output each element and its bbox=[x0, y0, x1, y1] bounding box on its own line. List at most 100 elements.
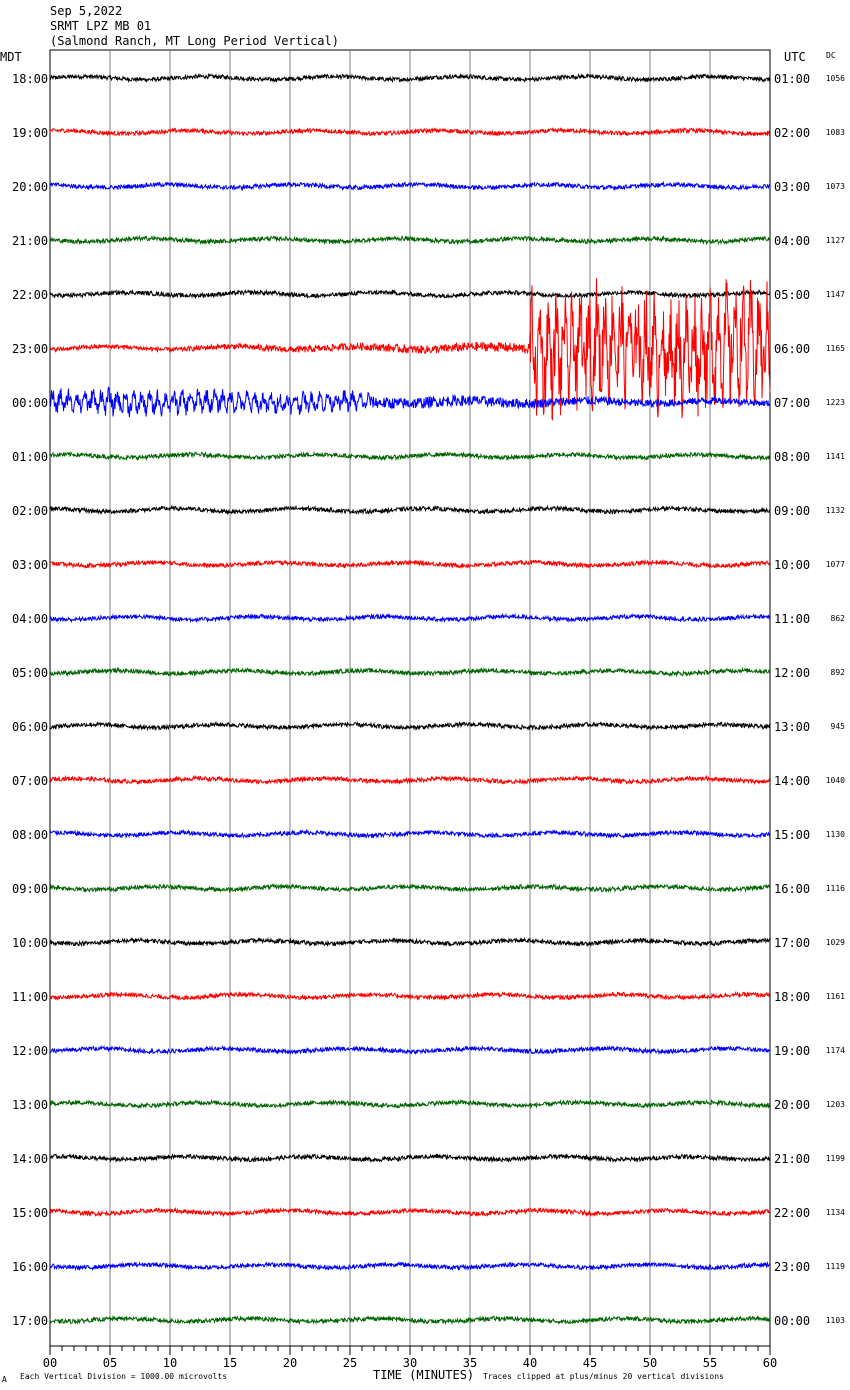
row-label-right: 09:00 bbox=[774, 504, 810, 518]
row-label-right: 19:00 bbox=[774, 1044, 810, 1058]
x-tick-label: 50 bbox=[643, 1356, 657, 1370]
trace-row-20 bbox=[49, 1153, 771, 1164]
row-label-left: 15:00 bbox=[12, 1206, 48, 1220]
row-label-right: 14:00 bbox=[774, 774, 810, 788]
row-label-right: 13:00 bbox=[774, 720, 810, 734]
row-dc-value: 1147 bbox=[826, 290, 845, 299]
row-label-left: 16:00 bbox=[12, 1260, 48, 1274]
row-label-right: 11:00 bbox=[774, 612, 810, 626]
row-label-left: 12:00 bbox=[12, 1044, 48, 1058]
trace-row-21 bbox=[49, 1206, 771, 1218]
trace-row-7 bbox=[49, 450, 771, 462]
row-label-left: 21:00 bbox=[12, 234, 48, 248]
row-dc-value: 1119 bbox=[826, 1262, 845, 1271]
row-dc-value: 1073 bbox=[826, 182, 845, 191]
row-label-left: 00:00 bbox=[12, 396, 48, 410]
trace-group bbox=[49, 72, 771, 1326]
trace-row-18 bbox=[49, 1044, 771, 1056]
trace-row-14 bbox=[49, 828, 771, 840]
row-label-right: 12:00 bbox=[774, 666, 810, 680]
trace-row-0 bbox=[49, 72, 771, 84]
row-dc-value: 1029 bbox=[826, 938, 845, 947]
row-label-left: 13:00 bbox=[12, 1098, 48, 1112]
x-tick-label: 00 bbox=[43, 1356, 57, 1370]
row-dc-value: 1165 bbox=[826, 344, 845, 353]
chart-location: (Salmond Ranch, MT Long Period Vertical) bbox=[50, 34, 339, 48]
row-dc-value: 1161 bbox=[826, 992, 845, 1001]
row-label-left: 05:00 bbox=[12, 666, 48, 680]
x-tick-label: 55 bbox=[703, 1356, 717, 1370]
left-timezone-label: MDT bbox=[0, 50, 22, 64]
row-label-left: 02:00 bbox=[12, 504, 48, 518]
row-label-right: 02:00 bbox=[774, 126, 810, 140]
chart-station: SRMT LPZ MB 01 bbox=[50, 19, 152, 33]
trace-row-11 bbox=[49, 666, 771, 678]
row-label-left: 18:00 bbox=[12, 72, 48, 86]
trace-row-9 bbox=[49, 558, 771, 570]
row-label-right: 21:00 bbox=[774, 1152, 810, 1166]
trace-row-3 bbox=[49, 234, 771, 246]
row-label-right: 00:00 bbox=[774, 1314, 810, 1328]
row-label-right: 15:00 bbox=[774, 828, 810, 842]
row-label-left: 14:00 bbox=[12, 1152, 48, 1166]
x-tick-label: 35 bbox=[463, 1356, 477, 1370]
trace-row-5 bbox=[49, 278, 771, 421]
trace-row-13 bbox=[49, 774, 771, 786]
x-tick-label: 10 bbox=[163, 1356, 177, 1370]
trace-row-4 bbox=[49, 288, 771, 300]
trace-row-6 bbox=[49, 386, 770, 418]
row-dc-value: 1134 bbox=[826, 1208, 845, 1217]
trace-row-22 bbox=[49, 1260, 771, 1272]
row-label-left: 08:00 bbox=[12, 828, 48, 842]
row-label-left: 20:00 bbox=[12, 180, 48, 194]
row-label-left: 03:00 bbox=[12, 558, 48, 572]
corner-mark: A bbox=[2, 1375, 7, 1384]
row-label-left: 04:00 bbox=[12, 612, 48, 626]
row-dc-value: 1056 bbox=[826, 74, 845, 83]
trace-row-2 bbox=[49, 180, 771, 192]
row-label-left: 06:00 bbox=[12, 720, 48, 734]
x-axis-label: TIME (MINUTES) bbox=[373, 1368, 474, 1382]
row-label-right: 18:00 bbox=[774, 990, 810, 1004]
grid-lines bbox=[49, 49, 771, 1347]
row-label-right: 03:00 bbox=[774, 180, 810, 194]
row-dc-value: 1077 bbox=[826, 560, 845, 569]
row-label-right: 20:00 bbox=[774, 1098, 810, 1112]
row-dc-value: 1174 bbox=[826, 1046, 845, 1055]
row-label-right: 23:00 bbox=[774, 1260, 810, 1274]
row-label-left: 10:00 bbox=[12, 936, 48, 950]
row-dc-value: 1199 bbox=[826, 1154, 845, 1163]
x-tick-label: 05 bbox=[103, 1356, 117, 1370]
x-tick-label: 25 bbox=[343, 1356, 357, 1370]
trace-row-16 bbox=[49, 936, 771, 948]
x-tick-label: 15 bbox=[223, 1356, 237, 1370]
trace-row-17 bbox=[49, 991, 771, 1002]
trace-row-19 bbox=[49, 1098, 771, 1110]
row-label-right: 16:00 bbox=[774, 882, 810, 896]
row-label-right: 04:00 bbox=[774, 234, 810, 248]
row-dc-value: 1116 bbox=[826, 884, 845, 893]
right-timezone-label: UTC bbox=[784, 50, 806, 64]
row-label-right: 10:00 bbox=[774, 558, 810, 572]
x-tick-label: 20 bbox=[283, 1356, 297, 1370]
row-label-right: 06:00 bbox=[774, 342, 810, 356]
row-dc-value: 1223 bbox=[826, 398, 845, 407]
row-dc-value: 1127 bbox=[826, 236, 845, 245]
x-axis: 00 05 10 15 20 25 30 35 40 45 50 55 60 bbox=[43, 1345, 777, 1370]
dc-label: DC bbox=[826, 51, 836, 60]
x-tick-label: 30 bbox=[403, 1356, 417, 1370]
chart-date: Sep 5,2022 bbox=[50, 4, 123, 18]
row-label-left: 23:00 bbox=[12, 342, 48, 356]
row-label-left: 07:00 bbox=[12, 774, 48, 788]
row-dc-value: 1103 bbox=[826, 1316, 845, 1325]
x-tick-label: 40 bbox=[523, 1356, 537, 1370]
row-label-right: 07:00 bbox=[774, 396, 810, 410]
x-tick-label: 45 bbox=[583, 1356, 597, 1370]
row-label-right: 17:00 bbox=[774, 936, 810, 950]
trace-row-15 bbox=[49, 882, 771, 894]
row-label-left: 11:00 bbox=[12, 990, 48, 1004]
scale-note: Each Vertical Division = 1000.00 microvo… bbox=[20, 1372, 227, 1381]
row-dc-value: 1141 bbox=[826, 452, 845, 461]
row-dc-value: 1130 bbox=[826, 830, 845, 839]
